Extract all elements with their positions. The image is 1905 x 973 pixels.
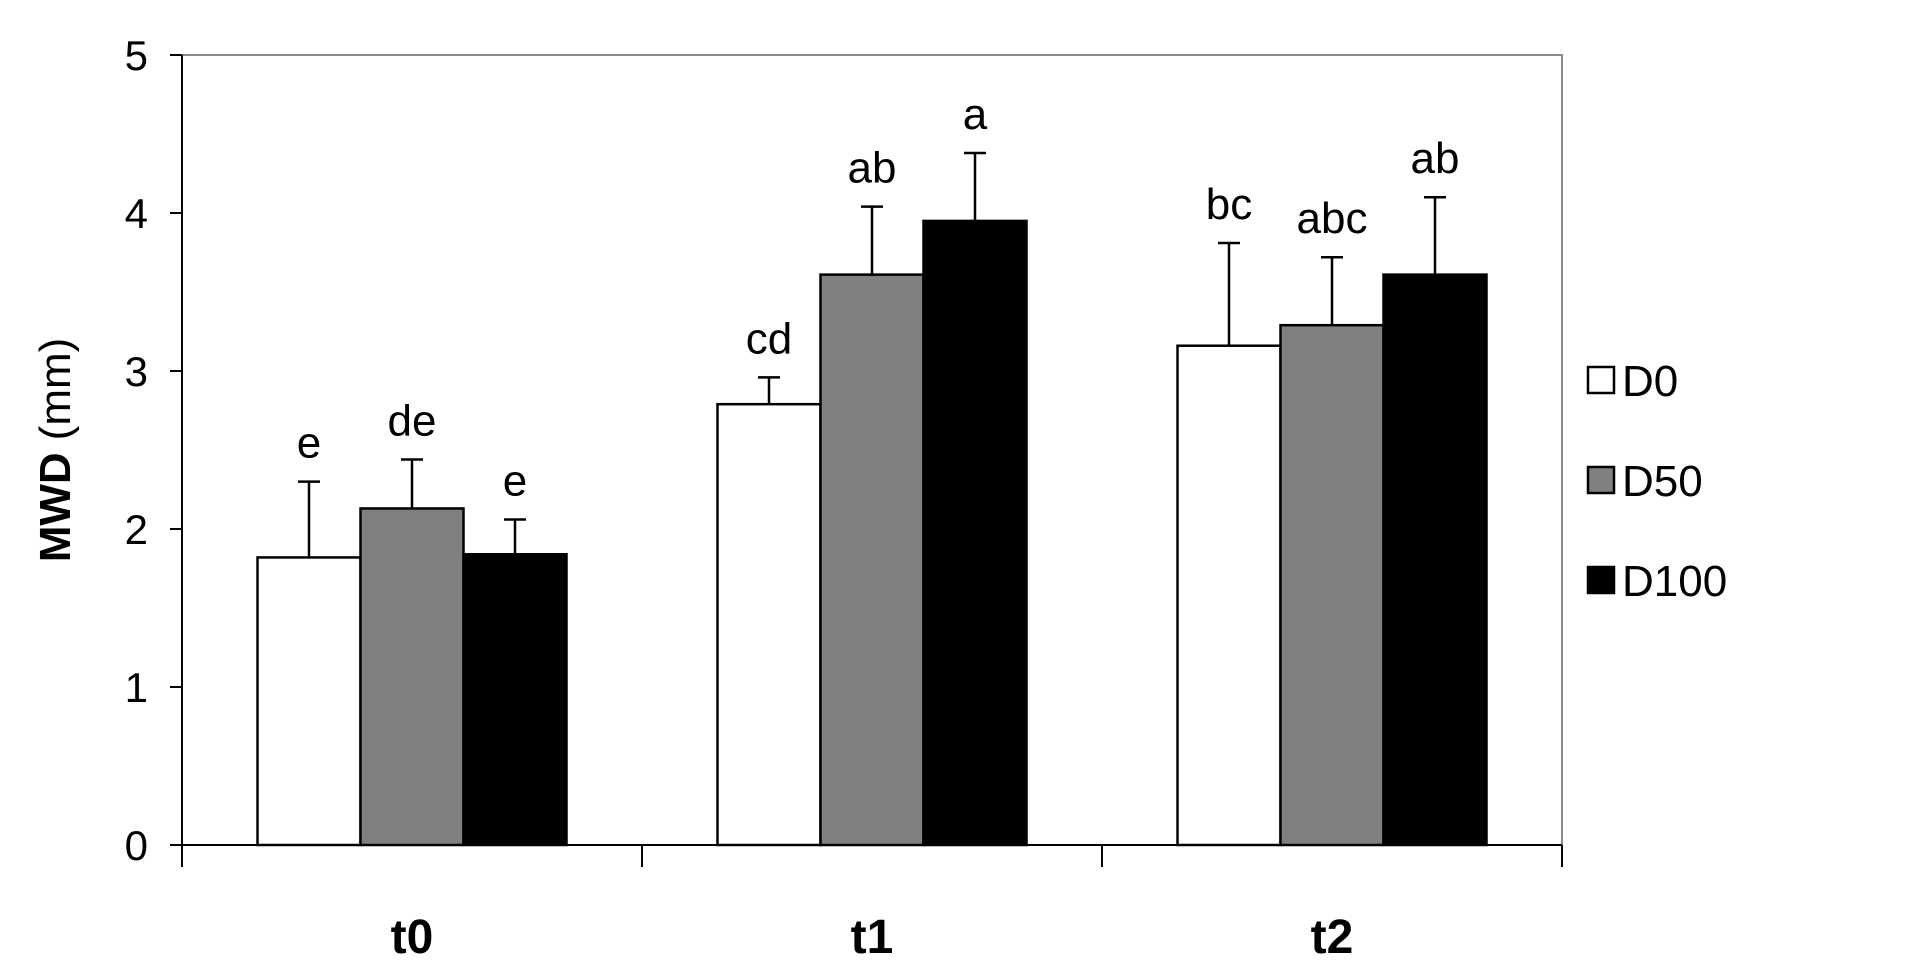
y-tick-label: 2 xyxy=(125,506,148,553)
bar xyxy=(359,507,465,847)
x-tick-label: t2 xyxy=(1311,911,1354,964)
error-bars xyxy=(298,151,1446,558)
legend-label: D100 xyxy=(1622,557,1727,606)
legend-label: D50 xyxy=(1622,457,1703,506)
significance-letter: cd xyxy=(746,314,792,363)
y-tick-label: 4 xyxy=(125,190,148,237)
significance-letter: bc xyxy=(1206,180,1252,229)
y-tick-label: 3 xyxy=(125,348,148,395)
x-tick-label: t1 xyxy=(851,911,894,964)
significance-letter: a xyxy=(963,90,988,139)
legend-swatch xyxy=(1586,365,1616,395)
significance-letter: abc xyxy=(1297,194,1368,243)
significance-letter: ab xyxy=(1411,134,1460,183)
legend: D0 D50 D100 xyxy=(1586,357,1727,606)
bar xyxy=(1382,273,1488,847)
legend-label: D0 xyxy=(1622,357,1678,406)
y-axis-title: MWD (mm) xyxy=(31,338,80,563)
y-axis: 0 1 2 3 4 5 xyxy=(125,32,183,869)
bar xyxy=(716,402,822,847)
x-tick-label: t0 xyxy=(391,911,434,964)
y-axis-title-unit: (mm) xyxy=(31,338,80,441)
bar xyxy=(922,219,1028,847)
y-axis-title-main: MWD xyxy=(31,452,80,562)
significance-letter: e xyxy=(503,457,527,506)
bar xyxy=(1176,344,1282,847)
significance-letter: de xyxy=(388,396,437,445)
significance-letter: ab xyxy=(848,144,897,193)
bar xyxy=(256,556,362,847)
legend-swatch xyxy=(1586,465,1616,495)
y-tick-label: 0 xyxy=(125,822,148,869)
y-tick-label: 5 xyxy=(125,32,148,79)
bar xyxy=(819,273,925,847)
bars xyxy=(256,219,1488,847)
significance-letter: e xyxy=(297,419,321,468)
bar xyxy=(462,553,568,847)
x-axis: t0 t1 t2 xyxy=(181,844,1563,964)
y-tick-label: 1 xyxy=(125,664,148,711)
legend-swatch xyxy=(1586,565,1616,595)
bar xyxy=(1279,323,1385,847)
